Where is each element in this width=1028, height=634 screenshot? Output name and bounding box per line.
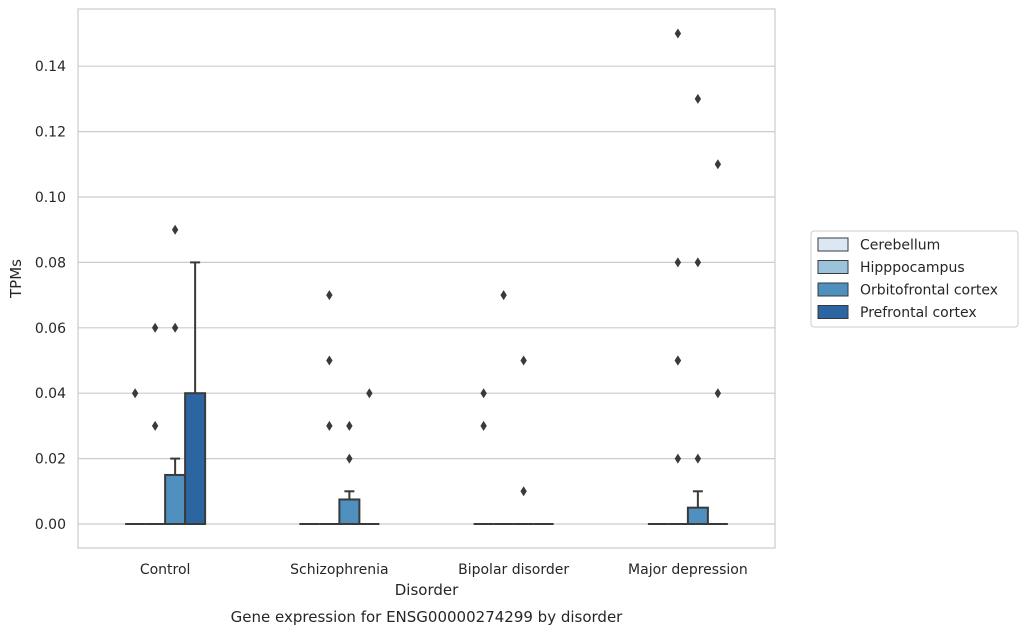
x-tick-label: Bipolar disorder bbox=[458, 562, 569, 578]
y-tick-label: 0.14 bbox=[35, 59, 66, 75]
box-cerebellum-control bbox=[125, 388, 146, 525]
box-hipppocampus-major-depression bbox=[667, 355, 688, 525]
box-orbitofrontal-cortex-schizophrenia bbox=[338, 420, 361, 526]
outlier-point bbox=[171, 322, 179, 333]
outlier-point bbox=[674, 453, 682, 464]
legend-swatch-prefrontal-cortex bbox=[817, 305, 849, 319]
legend-swatch-hipppocampus bbox=[817, 260, 849, 274]
box-hipppocampus-bipolar-disorder bbox=[493, 290, 514, 525]
boxes bbox=[125, 28, 728, 526]
y-tick-label: 0.02 bbox=[35, 452, 66, 468]
box-orbitofrontal-cortex-bipolar-disorder bbox=[513, 355, 534, 525]
y-tick-label: 0.10 bbox=[35, 190, 66, 206]
outlier-point bbox=[714, 388, 722, 399]
y-tick-label: 0.08 bbox=[35, 255, 66, 271]
x-tick-label: Control bbox=[140, 562, 191, 578]
box-cerebellum-bipolar-disorder bbox=[473, 388, 494, 525]
outlier-point bbox=[500, 290, 507, 301]
box-orbitofrontal-cortex-major-depression bbox=[686, 93, 709, 525]
outlier-point bbox=[480, 388, 487, 399]
outlier-point bbox=[151, 322, 159, 333]
chart-caption: Gene expression for ENSG00000274299 by d… bbox=[231, 608, 624, 626]
y-axis-label: TPMs bbox=[7, 259, 25, 299]
outlier-point bbox=[151, 420, 159, 431]
outlier-point bbox=[694, 453, 702, 464]
y-tick-label: 0.12 bbox=[35, 125, 66, 141]
y-tick-label: 0.04 bbox=[35, 386, 66, 402]
gridlines bbox=[78, 65, 775, 525]
x-tick-label: Major depression bbox=[628, 562, 748, 578]
legend-swatch-orbitofrontal-cortex bbox=[817, 282, 849, 297]
legend-swatch-cerebellum bbox=[817, 237, 849, 252]
outlier-point bbox=[694, 257, 702, 268]
extra-outliers bbox=[674, 28, 682, 366]
legend-label-hipppocampus: Hipppocampus bbox=[860, 260, 965, 276]
outlier-point bbox=[326, 355, 333, 366]
box-hipppocampus-schizophrenia bbox=[319, 290, 340, 525]
legend-label-orbitofrontal-cortex: Orbitofrontal cortex bbox=[860, 283, 998, 299]
legend-frame bbox=[810, 230, 1019, 328]
outlier-point bbox=[326, 290, 333, 301]
outlier-point bbox=[714, 159, 722, 170]
plot-area-frame bbox=[77, 8, 776, 549]
outlier-point bbox=[346, 420, 353, 431]
box-body bbox=[686, 506, 709, 525]
legend: Cerebellum Hipppocampus Orbitofrontal cort… bbox=[810, 230, 1019, 328]
outlier-point bbox=[674, 355, 682, 366]
y-tick-label: 0.06 bbox=[35, 321, 66, 337]
box-prefrontal-cortex-major-depression bbox=[707, 159, 728, 525]
box-body bbox=[184, 392, 207, 526]
outlier-point bbox=[480, 420, 487, 431]
x-axis-label: Disorder bbox=[395, 581, 459, 599]
box-body bbox=[338, 498, 361, 526]
outlier-point bbox=[131, 388, 139, 399]
outlier-point bbox=[520, 355, 527, 366]
outlier-point bbox=[694, 93, 702, 104]
outlier-point bbox=[346, 453, 353, 464]
outlier-point bbox=[674, 257, 682, 268]
outlier-point bbox=[520, 486, 527, 497]
outlier-point bbox=[366, 388, 373, 399]
legend-label-prefrontal-cortex: Prefrontal cortex bbox=[860, 305, 977, 321]
box-body bbox=[164, 473, 187, 526]
x-tick-label: Schizophrenia bbox=[290, 562, 388, 578]
outlier-point bbox=[674, 28, 682, 39]
outlier-point bbox=[326, 420, 333, 431]
y-tick-labels: 0.00 0.02 0.04 0.06 0.08 0.10 0.12 0.14 bbox=[35, 59, 66, 533]
x-tick-labels: Control Schizophrenia Bipolar disorder Majo… bbox=[140, 562, 748, 578]
outlier-point bbox=[171, 224, 179, 235]
box-prefrontal-cortex-control bbox=[184, 261, 207, 526]
box-hipppocampus-control bbox=[145, 322, 166, 525]
box-prefrontal-cortex-schizophrenia bbox=[359, 388, 380, 525]
box-orbitofrontal-cortex-control bbox=[164, 224, 187, 526]
y-tick-label: 0.00 bbox=[35, 517, 66, 533]
legend-label-cerebellum: Cerebellum bbox=[860, 238, 940, 254]
